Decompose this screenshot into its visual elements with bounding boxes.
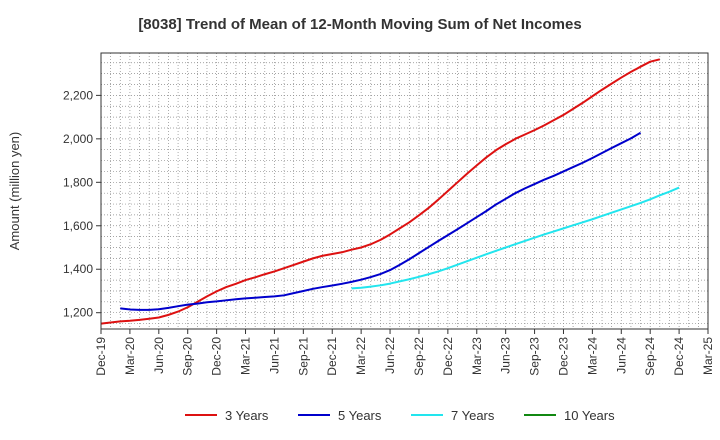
chart-title: [8038] Trend of Mean of 12-Month Moving … (138, 16, 582, 33)
y-axis: 1,200 1,400 1,600 1,800 2,000 2,200 (63, 88, 101, 320)
series-line (351, 186, 680, 290)
x-tick-label: Sep-22 (412, 337, 426, 376)
x-tick-label: Dec-22 (441, 337, 455, 376)
x-tick-label: Mar-21 (239, 337, 253, 375)
x-tick-label: Sep-23 (528, 337, 542, 376)
series-line (120, 131, 642, 311)
legend-label: 10 Years (564, 408, 615, 423)
legend-label: 7 Years (451, 408, 495, 423)
x-tick-label: Dec-23 (556, 337, 570, 376)
y-tick-label: 1,800 (63, 175, 93, 189)
legend-label: 3 Years (225, 408, 269, 423)
x-tick-label: Sep-20 (181, 337, 195, 376)
x-tick-label: Mar-25 (701, 337, 715, 375)
x-tick-label: Dec-24 (672, 337, 686, 376)
x-tick-label: Dec-19 (94, 337, 108, 376)
y-tick-label: 1,400 (63, 262, 93, 276)
plot-frame (100, 52, 709, 330)
legend: 3 Years 5 Years 7 Years 10 Years (185, 408, 615, 423)
x-tick-label: Jun-22 (383, 337, 397, 374)
y-tick-label: 1,200 (63, 306, 93, 320)
y-axis-title: Amount (million yen) (7, 132, 22, 251)
x-tick-label: Mar-22 (354, 337, 368, 375)
x-tick-label: Jun-23 (499, 337, 513, 374)
x-tick-label: Jun-24 (614, 337, 628, 374)
x-tick-label: Jun-20 (152, 337, 166, 374)
x-tick-label: Jun-21 (267, 337, 281, 374)
y-tick-label: 2,000 (63, 132, 93, 146)
x-tick-label: Dec-21 (325, 337, 339, 376)
x-tick-label: Sep-24 (643, 337, 657, 376)
series-lines (100, 58, 680, 325)
x-tick-label: Mar-23 (470, 337, 484, 375)
x-tick-label: Mar-24 (585, 337, 599, 375)
y-tick-label: 2,200 (63, 88, 93, 102)
x-tick-label: Dec-20 (210, 337, 224, 376)
x-axis: Dec-19 Mar-20 Jun-20 Sep-20 Dec-20 Mar-21 Jun-… (94, 329, 715, 376)
legend-label: 5 Years (338, 408, 382, 423)
x-tick-label: Sep-21 (296, 337, 310, 376)
x-tick-label: Mar-20 (123, 337, 137, 375)
grid (101, 53, 708, 329)
y-tick-label: 1,600 (63, 219, 93, 233)
